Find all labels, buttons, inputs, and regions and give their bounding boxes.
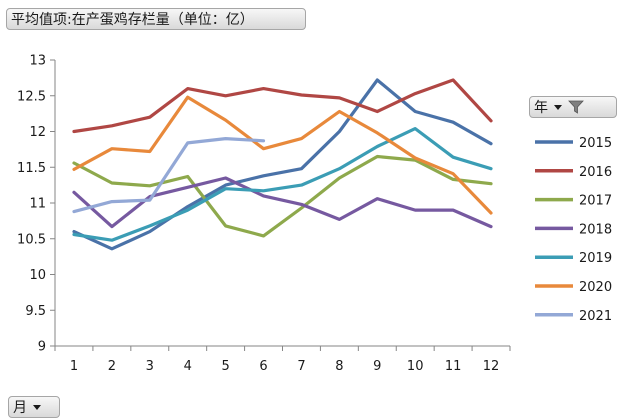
series-line-2016 <box>72 78 493 134</box>
legend-label-2020: 2020 <box>579 280 612 295</box>
y-tick-label: 12.5 <box>17 89 46 104</box>
series-line-2015 <box>72 78 493 251</box>
x-tick-label: 1 <box>70 359 78 374</box>
series-2015 <box>72 78 493 251</box>
axis-field-label: 月 <box>13 400 27 416</box>
legend-label-2017: 2017 <box>579 194 612 209</box>
legend-label-2015: 2015 <box>579 136 612 151</box>
x-tick-label: 6 <box>259 359 267 374</box>
series-line-2019 <box>72 127 493 242</box>
series-2020 <box>72 95 493 215</box>
y-tick-label: 9.5 <box>25 304 46 319</box>
series-line-2021 <box>72 137 266 214</box>
series-2017 <box>72 154 493 238</box>
x-tick-label: 8 <box>335 359 343 374</box>
x-tick-label: 7 <box>297 359 305 374</box>
chart-series-group <box>72 78 493 251</box>
series-2021 <box>72 137 266 214</box>
y-tick-label: 10.5 <box>17 232 46 247</box>
legend-label-2018: 2018 <box>579 222 612 237</box>
x-tick-label: 9 <box>373 359 381 374</box>
chart-legend: 2015 2016 2017 2018 2019 2020 2021 <box>535 136 612 324</box>
x-tick-label: 11 <box>445 359 462 374</box>
value-field-label: 平均值项:在产蛋鸡存栏量（单位：亿） <box>11 12 254 28</box>
series-line-2020 <box>72 95 493 215</box>
y-tick-label: 9 <box>38 340 46 355</box>
legend-label-2021: 2021 <box>579 309 612 324</box>
dropdown-arrow-icon <box>554 104 562 110</box>
value-field-button[interactable]: 平均值项:在产蛋鸡存栏量（单位：亿） <box>6 8 306 30</box>
y-tick-label: 12 <box>29 125 46 140</box>
y-tick-label: 10 <box>29 268 46 283</box>
dropdown-arrow-icon <box>33 404 41 410</box>
y-tick-label: 13 <box>29 54 46 69</box>
x-tick-label: 2 <box>108 359 116 374</box>
series-line-2017 <box>72 154 493 238</box>
series-2019 <box>72 127 493 242</box>
x-tick-label: 4 <box>184 359 192 374</box>
x-tick-label: 10 <box>407 359 424 374</box>
legend-label-2016: 2016 <box>579 165 612 180</box>
y-tick-label: 11.5 <box>17 161 46 176</box>
axis-field-button[interactable]: 月 <box>8 396 60 418</box>
x-tick-label: 5 <box>221 359 229 374</box>
x-tick-label: 12 <box>483 359 500 374</box>
y-tick-label: 11 <box>29 197 46 212</box>
series-2016 <box>72 78 493 134</box>
x-tick-label: 3 <box>146 359 154 374</box>
legend-field-label: 年 <box>534 100 548 116</box>
filter-icon <box>568 100 584 114</box>
legend-field-button[interactable]: 年 <box>529 96 617 118</box>
legend-label-2019: 2019 <box>579 251 612 266</box>
